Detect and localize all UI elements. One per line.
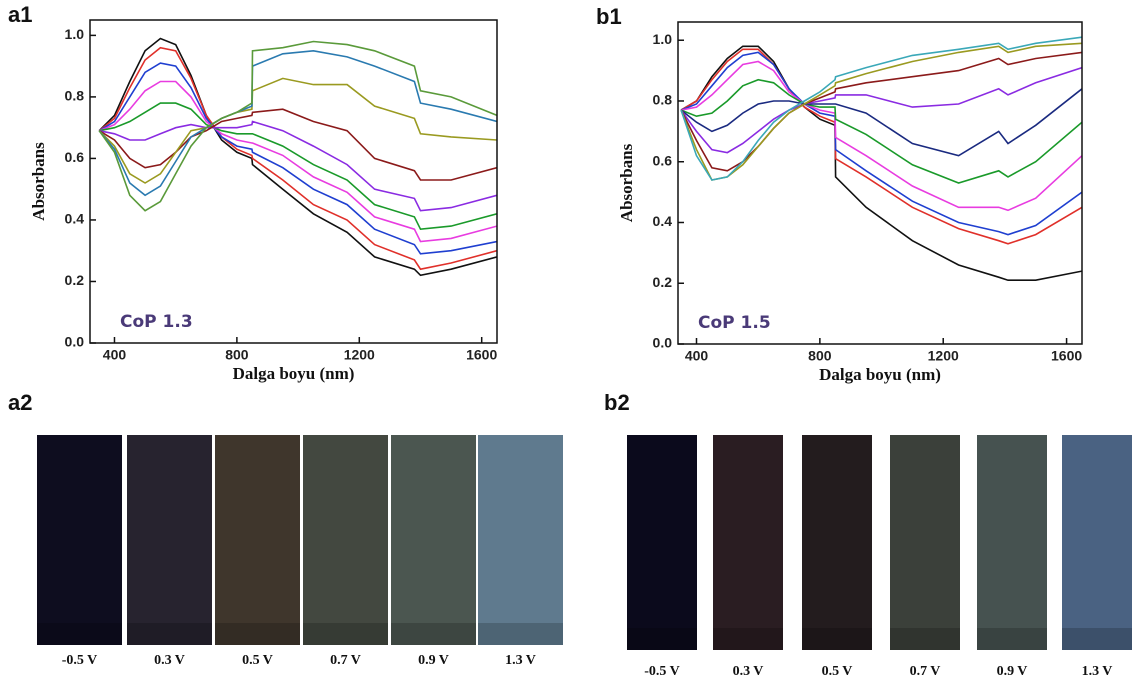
voltage-label: 0.3 V xyxy=(733,664,764,679)
data-line xyxy=(98,77,497,184)
data-line xyxy=(680,36,1082,181)
panel-label: a1 xyxy=(8,2,32,27)
y-tick-label: 0.8 xyxy=(65,88,85,104)
x-tick-label: 1200 xyxy=(344,347,375,363)
x-axis-label: Dalga boyu (nm) xyxy=(233,364,355,383)
film-holder xyxy=(627,628,697,650)
x-tick-label: 800 xyxy=(225,347,249,363)
voltage-label: 0.7 V xyxy=(330,653,361,668)
y-tick-label: 0.0 xyxy=(65,334,85,350)
y-axis-label: Absorbans xyxy=(617,143,636,222)
panel-label: b2 xyxy=(604,390,630,415)
x-tick-label: 1200 xyxy=(928,348,959,364)
data-line xyxy=(680,51,1082,172)
film-photo xyxy=(977,435,1047,650)
data-line xyxy=(98,46,497,271)
film-photo xyxy=(215,435,300,645)
film-photo xyxy=(303,435,388,645)
data-line xyxy=(98,62,497,255)
film-holder xyxy=(215,623,300,645)
film-photo xyxy=(478,435,563,645)
data-line xyxy=(680,66,1082,154)
plot-frame xyxy=(677,21,1083,345)
voltage-label: 0.9 V xyxy=(418,653,449,668)
data-line xyxy=(98,80,497,243)
y-tick-label: 0.2 xyxy=(653,274,673,290)
data-line xyxy=(98,108,497,181)
voltage-label: 0.3 V xyxy=(154,653,185,668)
voltage-label: 1.3 V xyxy=(1082,664,1113,679)
voltage-label: -0.5 V xyxy=(644,664,680,679)
data-line xyxy=(680,45,1082,281)
data-line xyxy=(98,49,497,197)
film-photo xyxy=(127,435,212,645)
x-axis-label: Dalga boyu (nm) xyxy=(819,365,941,384)
voltage-label: 0.7 V xyxy=(910,664,941,679)
film-holder xyxy=(713,628,783,650)
data-line xyxy=(680,88,1082,157)
plot-frame xyxy=(89,19,498,344)
voltage-label: 0.5 V xyxy=(242,653,273,668)
x-tick-label: 1600 xyxy=(466,347,497,363)
y-tick-label: 0.0 xyxy=(653,335,673,351)
film-photo xyxy=(802,435,872,650)
y-tick-label: 1.0 xyxy=(653,31,673,47)
data-line xyxy=(680,78,1082,184)
annotation: CoP 1.3 xyxy=(120,312,193,332)
x-tick-label: 800 xyxy=(808,348,832,364)
y-tick-label: 1.0 xyxy=(65,26,85,42)
y-axis-label: Absorbans xyxy=(29,142,48,221)
film-holder xyxy=(890,628,960,650)
film-photo xyxy=(890,435,960,650)
panel-label: b1 xyxy=(596,4,622,29)
film-holder xyxy=(127,623,212,645)
data-line xyxy=(680,60,1082,212)
film-photo xyxy=(37,435,122,645)
y-tick-label: 0.6 xyxy=(653,152,673,168)
data-line xyxy=(98,40,497,212)
film-holder xyxy=(478,623,563,645)
y-tick-label: 0.4 xyxy=(65,211,85,227)
y-tick-label: 0.2 xyxy=(65,272,85,288)
annotation: CoP 1.5 xyxy=(698,313,771,333)
y-tick-label: 0.6 xyxy=(65,149,85,165)
film-holder xyxy=(303,623,388,645)
film-holder xyxy=(802,628,872,650)
data-line xyxy=(99,102,497,231)
film-holder xyxy=(977,628,1047,650)
x-tick-label: 400 xyxy=(103,347,127,363)
film-holder xyxy=(391,623,476,645)
panel-label: a2 xyxy=(8,390,32,415)
voltage-label: -0.5 V xyxy=(62,653,98,668)
film-photo xyxy=(391,435,476,645)
data-line xyxy=(680,48,1082,245)
y-tick-label: 0.4 xyxy=(653,213,673,229)
x-tick-label: 1600 xyxy=(1051,348,1082,364)
film-holder xyxy=(1062,628,1132,650)
data-line xyxy=(98,37,497,277)
film-holder xyxy=(37,623,122,645)
data-line xyxy=(680,51,1082,236)
voltage-label: 1.3 V xyxy=(505,653,536,668)
data-line xyxy=(99,120,497,212)
film-photo xyxy=(1062,435,1132,650)
x-tick-label: 400 xyxy=(685,348,709,364)
y-tick-label: 0.8 xyxy=(653,92,673,108)
voltage-label: 0.5 V xyxy=(822,664,853,679)
film-photo xyxy=(713,435,783,650)
voltage-label: 0.9 V xyxy=(997,664,1028,679)
film-photo xyxy=(627,435,697,650)
